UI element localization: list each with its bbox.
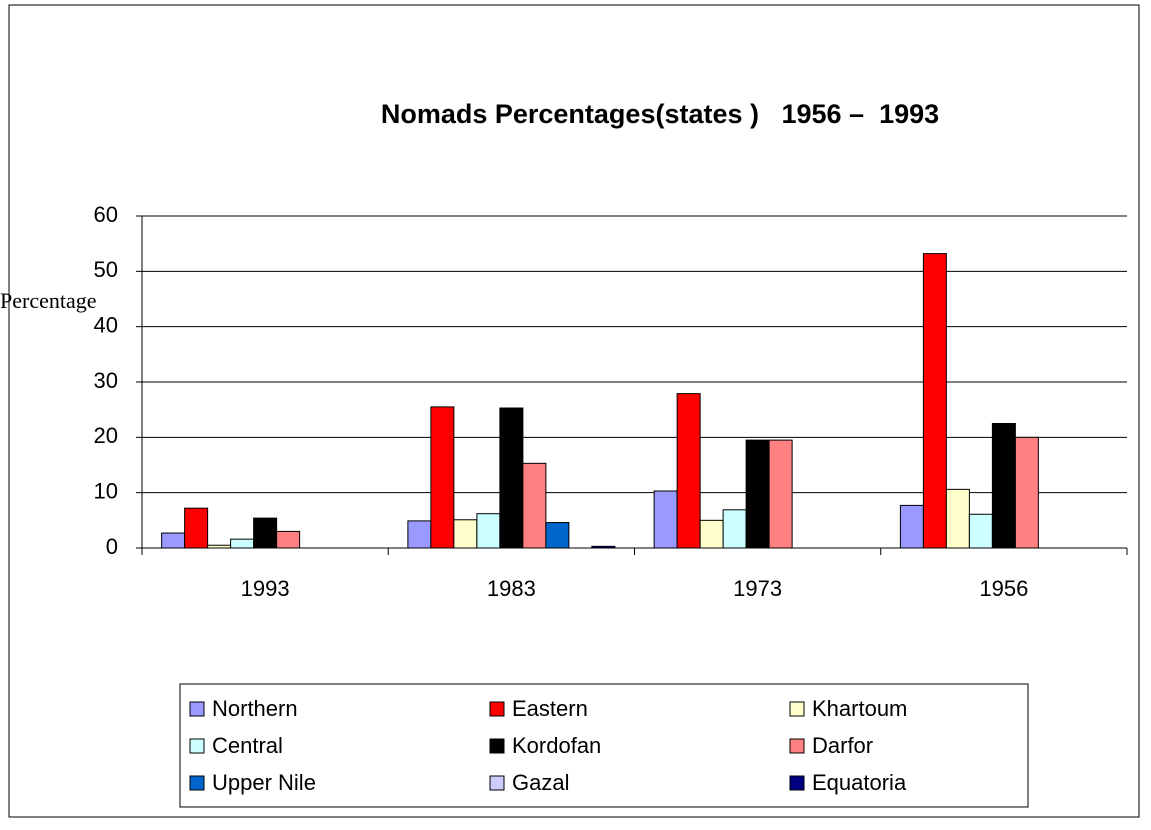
- legend-swatch: [489, 775, 505, 791]
- legend-label: Kordofan: [512, 733, 601, 758]
- bar: [453, 519, 478, 549]
- legend-swatch: [789, 738, 805, 754]
- bar: [945, 488, 970, 549]
- legend-label: Equatoria: [812, 770, 907, 795]
- y-tick-label: 0: [106, 534, 118, 559]
- legend-label: Gazal: [512, 770, 569, 795]
- bar: [699, 519, 724, 549]
- legend-swatch: [189, 775, 205, 791]
- y-axis-label: Percentage: [0, 288, 97, 313]
- bar: [522, 462, 547, 549]
- y-tick-label: 50: [94, 257, 118, 282]
- bar: [476, 513, 501, 549]
- x-tick-label: 1956: [979, 576, 1028, 601]
- chart-title: Nomads Percentages(states ) 1956 – 1993: [381, 99, 939, 129]
- bar: [745, 439, 770, 549]
- bar: [653, 490, 678, 549]
- bar: [184, 507, 209, 549]
- legend-swatch: [489, 701, 505, 717]
- bar: [253, 517, 278, 549]
- x-tick-label: 1983: [487, 576, 536, 601]
- legend-label: Khartoum: [812, 696, 907, 721]
- y-tick-label: 30: [94, 368, 118, 393]
- legend-label: Northern: [212, 696, 298, 721]
- x-tick-label: 1973: [733, 576, 782, 601]
- y-tick-label: 60: [94, 202, 118, 227]
- legend-label: Darfor: [812, 733, 873, 758]
- legend-swatch: [789, 701, 805, 717]
- bar: [899, 504, 924, 549]
- frame: [8, 4, 1140, 818]
- bar: [161, 532, 186, 549]
- bar: [230, 538, 255, 549]
- bar: [676, 393, 701, 549]
- bar: [1014, 436, 1039, 549]
- y-tick-label: 10: [94, 478, 118, 503]
- bar: [722, 509, 747, 549]
- legend-swatch: [489, 738, 505, 754]
- legend-label: Upper Nile: [212, 770, 316, 795]
- legend-swatch: [189, 738, 205, 754]
- bar: [968, 513, 993, 549]
- bar: [922, 253, 947, 549]
- legend-label: Eastern: [512, 696, 588, 721]
- legend-label: Central: [212, 733, 283, 758]
- y-tick-label: 40: [94, 312, 118, 337]
- legend-swatch: [789, 775, 805, 791]
- legend-swatch: [189, 701, 205, 717]
- bar: [276, 530, 301, 549]
- x-tick-label: 1993: [241, 576, 290, 601]
- y-tick-label: 20: [94, 423, 118, 448]
- bar: [768, 439, 793, 549]
- bar: [499, 407, 524, 549]
- legend: [179, 683, 1029, 808]
- bar: [545, 522, 570, 549]
- bar: [430, 406, 455, 549]
- bar: [991, 423, 1016, 549]
- bar: [407, 520, 432, 549]
